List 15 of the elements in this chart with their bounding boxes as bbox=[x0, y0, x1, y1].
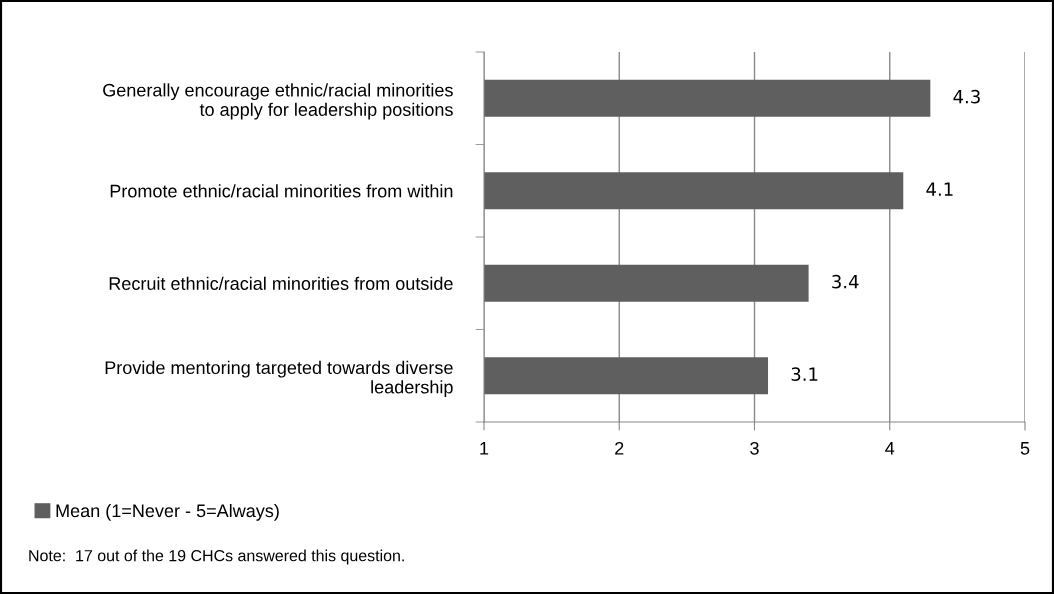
text: Note: 17 out of the 19 CHCs answered this question. bbox=[29, 549, 404, 565]
data-label: 3.4 bbox=[832, 274, 859, 289]
y-tick-label: Promote ethnic/racial minorities from within bbox=[110, 184, 453, 198]
x-tick-label: 4 bbox=[885, 442, 895, 455]
x-tick-label: 2 bbox=[615, 441, 624, 455]
x-tick-label: 3 bbox=[750, 441, 759, 455]
y-tick-label: Generally encourage ethnic/racial minorities to apply for leadership positions bbox=[103, 83, 453, 120]
data-label: 4.1 bbox=[926, 182, 953, 196]
y-tick-label: Recruit ethnic/racial minorities from outside bbox=[109, 276, 453, 290]
data-label: 3.1 bbox=[791, 367, 818, 381]
x-tick-label: 5 bbox=[1020, 442, 1030, 455]
y-tick-label: Provide mentoring targeted towards diverse leadership bbox=[105, 360, 453, 398]
x-tick-label: 1 bbox=[480, 442, 489, 455]
data-label: 4.3 bbox=[953, 89, 980, 104]
legend-label: Mean (1=Never - 5=Always) bbox=[56, 503, 279, 521]
